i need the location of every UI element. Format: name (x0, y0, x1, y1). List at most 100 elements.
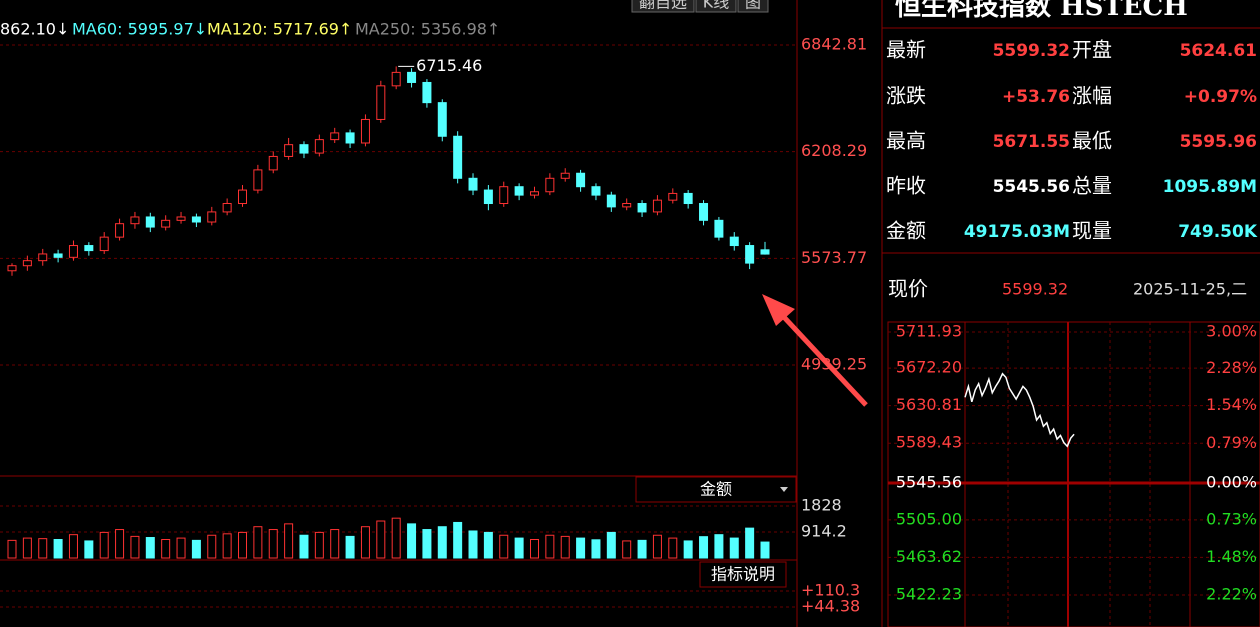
candle-body (606, 194, 616, 208)
volume-bar (529, 539, 539, 559)
volume-bar (38, 538, 48, 559)
tool-button[interactable] (737, 0, 769, 13)
volume-bar (622, 540, 632, 559)
volume-bar (468, 530, 478, 559)
percent-tick-label: 2.28% (1206, 358, 1257, 377)
candle-body (345, 132, 355, 144)
volume-bar (7, 539, 17, 559)
volume-bar (437, 526, 447, 559)
indicator-tick-label: +44.38 (801, 597, 860, 616)
quote-table: 最新 5599.32 开盘 5624.61 涨跌 +53.76 涨幅 +0.97% 最高 5671… (886, 38, 1258, 243)
candle-body (161, 219, 171, 228)
candle-body (760, 249, 770, 255)
volume-bar (330, 529, 340, 559)
volume-bar (191, 539, 201, 559)
candle-body (330, 132, 340, 141)
quote-value: 49175.03M (964, 222, 1070, 242)
candle-body (238, 189, 248, 205)
candle-body (714, 219, 724, 238)
ma-legend: MA60: 5995.97↓ (72, 20, 207, 39)
volume-bar (222, 533, 232, 559)
candle-body (637, 203, 647, 213)
candle-body (268, 155, 278, 171)
tool-label[interactable]: 翻自选 (639, 0, 687, 12)
price-tick-label: 5505.00 (896, 509, 962, 528)
tool-label[interactable]: 图 (745, 0, 761, 12)
candle-body (483, 189, 493, 205)
candle-body (453, 135, 463, 179)
candle-body (529, 191, 539, 196)
candle-body (253, 169, 263, 191)
volume-bar (284, 523, 294, 559)
volume-bar (314, 531, 324, 559)
volume-bar (53, 539, 63, 559)
volume-bar (545, 534, 555, 559)
volume-bar (268, 529, 278, 559)
volume-bar (499, 534, 509, 559)
candle-body (299, 144, 309, 154)
volume-bar (652, 534, 662, 559)
tool-label[interactable]: K线 (703, 0, 730, 12)
candle-body (360, 118, 370, 144)
indicator-button-label[interactable]: 指标说明 (711, 565, 775, 584)
volume-bar (299, 534, 309, 559)
indicator-button[interactable] (699, 561, 787, 588)
percent-tick-label: 0.79% (1206, 433, 1257, 452)
tool-button[interactable] (631, 0, 695, 13)
y-tick-label: 6842.81 (801, 35, 867, 54)
candle-body (68, 245, 78, 258)
volume-bar (99, 531, 109, 559)
volume-bar (391, 517, 401, 559)
candle-body (53, 253, 63, 258)
candle-body (115, 223, 125, 238)
candle-body (207, 211, 217, 223)
volume-tick-label: 914.2 (801, 521, 847, 540)
candle-body (7, 265, 17, 272)
y-tick-label: 4939.25 (801, 355, 867, 374)
y-tick-label: 6208.29 (801, 141, 867, 160)
volume-bar (637, 539, 647, 559)
candle-body (514, 186, 524, 196)
price-tick-label: 5545.56 (896, 473, 962, 492)
volume-bar (176, 537, 186, 559)
quote-label: 昨收 (886, 174, 926, 198)
candle-body (391, 71, 401, 87)
volume-bar (422, 529, 432, 559)
volume-bar (115, 529, 125, 559)
candle-body (222, 203, 232, 213)
annotation-arrow (762, 294, 868, 407)
quote-value: 5595.96 (1180, 132, 1257, 152)
quote-label: 金额 (886, 219, 926, 243)
quote-value: 5545.56 (993, 177, 1070, 197)
candle-body (668, 192, 678, 201)
tool-button[interactable] (695, 0, 737, 13)
candle-body (560, 172, 570, 179)
volume-bar (699, 536, 709, 559)
volume-bar (606, 531, 616, 559)
price-tick-label: 5463.62 (896, 547, 962, 566)
volume-bar (207, 534, 217, 559)
percent-tick-label: 1.48% (1206, 547, 1257, 566)
quote-value: +53.76 (1002, 87, 1070, 107)
candle-body (545, 177, 555, 193)
dropdown-icon[interactable] (780, 487, 788, 492)
volume-selector[interactable] (635, 476, 797, 503)
volume-tick-label: 1828 (801, 496, 842, 515)
candle-body (468, 177, 478, 191)
candle-body (22, 260, 32, 267)
indicator-tick-label: +110.3 (801, 580, 860, 599)
ma-legend: MA120: 5717.69↑ (207, 20, 352, 39)
volume-bar (591, 539, 601, 559)
candle-body (499, 186, 509, 205)
candle-body (145, 216, 155, 228)
quote-label: 最低 (1072, 129, 1112, 153)
volume-selector-label[interactable]: 金额 (700, 480, 732, 499)
high-label: 6715.46 (416, 56, 482, 75)
quote-value: 5624.61 (1180, 41, 1257, 61)
candle-body (99, 236, 109, 252)
volume-bar (238, 531, 248, 559)
candle-body (422, 81, 432, 104)
volume-bar (22, 537, 32, 559)
quote-label: 涨幅 (1072, 84, 1112, 108)
